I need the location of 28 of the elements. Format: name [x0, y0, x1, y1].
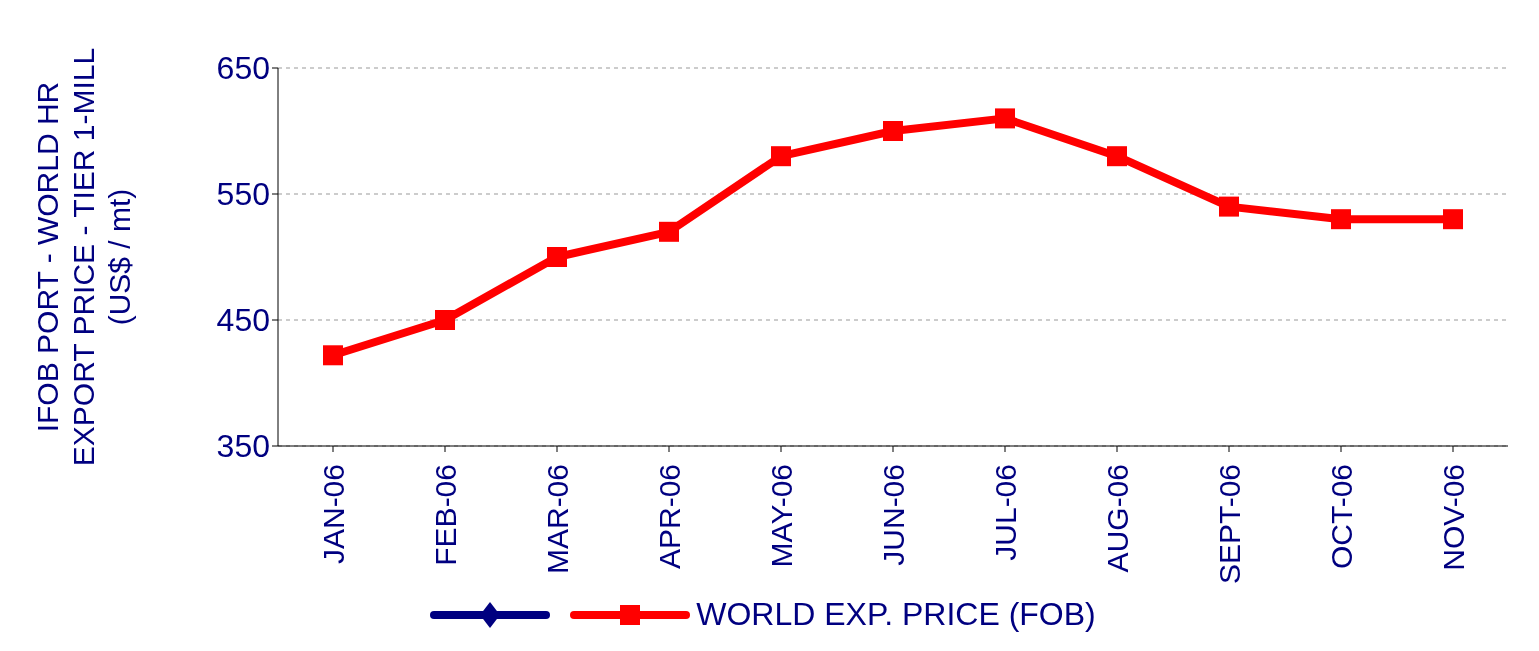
y-tick-label: 550 [216, 176, 270, 213]
point [1107, 146, 1127, 167]
point [995, 108, 1015, 129]
x-tick-label: FEB-06 [428, 464, 462, 566]
x-tick-label: SEPT-06 [1212, 464, 1246, 585]
y-tick-label: 650 [216, 50, 270, 87]
legend-label: WORLD EXP. PRICE (FOB) [696, 596, 1096, 633]
point [1219, 196, 1239, 217]
x-tick-label: MAR-06 [540, 464, 574, 575]
x-tick-label: NOV-06 [1436, 464, 1470, 571]
x-tick-label: JUL-06 [988, 464, 1022, 561]
x-tick-label: JAN-06 [316, 464, 350, 565]
y-tick-label: 450 [216, 302, 270, 339]
point [547, 247, 567, 267]
point [323, 345, 343, 366]
point [435, 310, 455, 330]
x-tick-label: JUN-06 [876, 464, 910, 566]
y-axis-title: IFOB PORT - WORLD HR EXPORT PRICE - TIER 1-MILL (US$ / mt) [31, 47, 136, 467]
point [771, 146, 791, 167]
point [659, 221, 679, 242]
x-tick-label: AUG-06 [1100, 464, 1134, 573]
x-tick-label: MAY-06 [764, 464, 798, 568]
x-tick-label: OCT-06 [1324, 464, 1358, 570]
point [1331, 209, 1351, 230]
point [883, 121, 903, 141]
y-tick-label: 350 [216, 428, 270, 465]
point [1443, 209, 1463, 230]
x-tick-label: APR-06 [652, 464, 686, 570]
